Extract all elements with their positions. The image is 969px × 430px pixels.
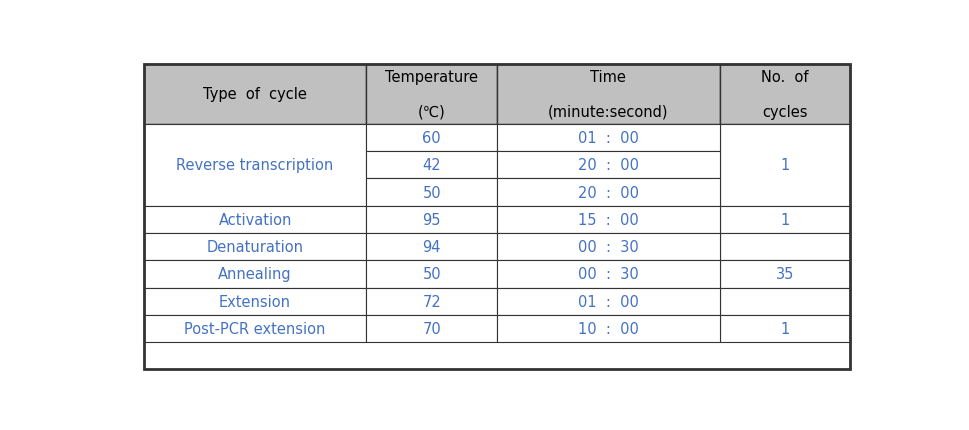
Bar	[719, 233, 850, 261]
Text: 60: 60	[422, 131, 441, 146]
Text: 1: 1	[780, 158, 789, 173]
Bar	[719, 315, 850, 342]
Bar	[496, 152, 719, 179]
Text: 00  :  30: 00 : 30	[578, 267, 639, 282]
Text: Denaturation: Denaturation	[206, 240, 303, 255]
Text: 70: 70	[422, 321, 441, 336]
Text: No.  of

cycles: No. of cycles	[761, 70, 808, 120]
Bar	[719, 65, 850, 125]
Text: 20  :  00: 20 : 00	[578, 158, 639, 173]
Bar	[366, 206, 496, 233]
Bar	[366, 315, 496, 342]
Bar	[496, 125, 719, 152]
Bar	[496, 206, 719, 233]
Text: 1: 1	[780, 321, 789, 336]
Text: 01  :  00: 01 : 00	[578, 131, 639, 146]
Text: 50: 50	[422, 185, 441, 200]
Bar	[496, 179, 719, 206]
Text: 42: 42	[422, 158, 441, 173]
Bar	[496, 261, 719, 288]
Text: Type  of  cycle: Type of cycle	[203, 87, 307, 102]
Text: Time

(minute:second): Time (minute:second)	[547, 70, 668, 120]
Text: 50: 50	[422, 267, 441, 282]
Bar	[366, 288, 496, 315]
Text: Post-PCR extension: Post-PCR extension	[184, 321, 326, 336]
Bar	[143, 206, 366, 233]
Bar	[366, 179, 496, 206]
Text: Extension: Extension	[219, 294, 291, 309]
Text: 00  :  30: 00 : 30	[578, 240, 639, 255]
Bar	[719, 206, 850, 233]
Text: 01  :  00: 01 : 00	[578, 294, 639, 309]
Text: 94: 94	[422, 240, 441, 255]
Text: Annealing: Annealing	[218, 267, 292, 282]
Text: Temperature

(℃): Temperature (℃)	[385, 70, 478, 120]
Bar	[143, 315, 366, 342]
Bar	[143, 125, 366, 206]
Bar	[366, 233, 496, 261]
Bar	[496, 315, 719, 342]
Text: 15  :  00: 15 : 00	[578, 212, 639, 227]
Text: 35: 35	[775, 267, 794, 282]
Bar	[496, 65, 719, 125]
Bar	[143, 233, 366, 261]
Bar	[143, 288, 366, 315]
Text: Activation: Activation	[218, 212, 292, 227]
Bar	[366, 152, 496, 179]
Bar	[719, 288, 850, 315]
Text: Reverse transcription: Reverse transcription	[176, 158, 333, 173]
Bar	[366, 125, 496, 152]
Bar	[496, 288, 719, 315]
Text: 1: 1	[780, 212, 789, 227]
Text: 72: 72	[422, 294, 441, 309]
Bar	[719, 261, 850, 288]
Bar	[143, 261, 366, 288]
Text: 95: 95	[422, 212, 441, 227]
Bar	[143, 65, 366, 125]
Bar	[496, 233, 719, 261]
Text: 10  :  00: 10 : 00	[578, 321, 639, 336]
Bar	[366, 261, 496, 288]
Text: 20  :  00: 20 : 00	[578, 185, 639, 200]
Bar	[366, 65, 496, 125]
Bar	[719, 125, 850, 206]
